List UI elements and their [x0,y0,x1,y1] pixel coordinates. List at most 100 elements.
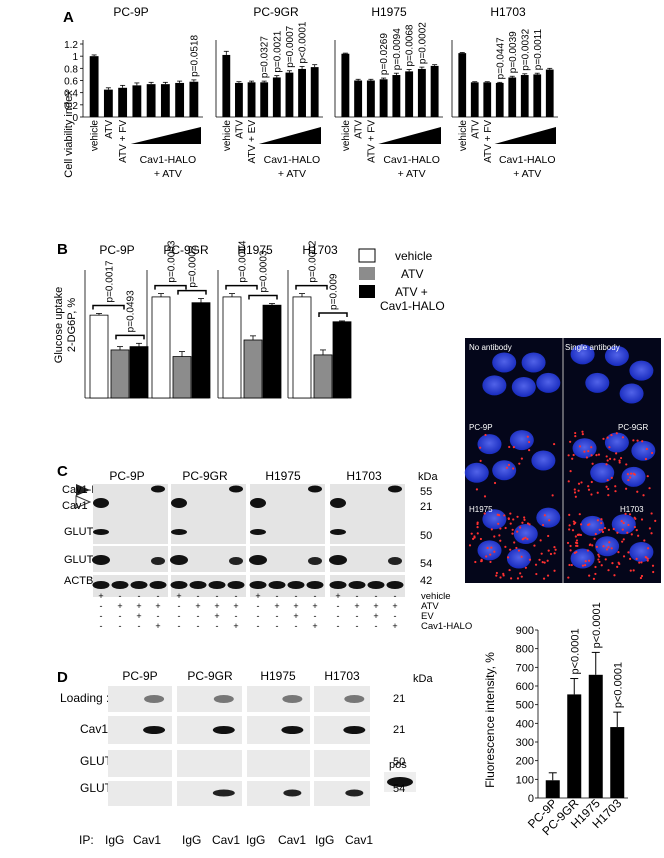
panel-e-ytick: 900 [516,625,534,637]
pla-signal-dot [506,556,510,559]
pla-signal-dot [509,548,512,551]
panel-a-cav-label-2: + ATV [154,168,182,180]
pla-signal-dot [600,521,603,525]
pla-signal-dot [523,518,526,521]
band-cav1 [250,498,266,508]
panel-a-bar [222,54,231,117]
pla-signal-dot [638,561,641,564]
panel-c-kda-value: 55 [420,486,432,498]
pla-signal-dot [542,577,546,580]
pla-signal-dot [622,538,625,541]
pla-signal-dot [515,546,518,550]
pla-signal-dot [654,519,657,522]
pla-signal-dot [590,446,593,449]
panel-c-sign: + [195,601,200,611]
panel-b-bracket-1 [225,284,258,290]
panel-c-sign: - [157,611,160,621]
pla-signal-dot [632,472,635,475]
panel-c-sign: + [293,601,298,611]
panel-c-sign: + [136,601,141,611]
panel-c-sign: - [356,621,359,631]
panel-c-sign: - [295,591,298,601]
panel-c-sign: - [138,591,141,601]
panel-d-ip-lane: IgG [246,833,265,847]
pla-signal-dot [483,495,487,498]
band-glut3 [92,555,110,565]
panel-a-pvalue: p=0.0032 [520,28,531,70]
panel-c-row-label: Cav1 [62,500,88,512]
nucleus [464,462,489,483]
panel-e-chart: Fluorescence intensity, % 0 100 200 300 400 5… [483,602,628,838]
panel-c-sign: - [235,611,238,621]
panel-b-ylabel-1: Glucose uptake [53,287,65,363]
pla-signal-dot [630,533,633,536]
pla-signal-dot [484,433,487,437]
panel-b-bracket-1 [92,304,125,310]
panel-a-pvalue: p<0.0001 [298,21,309,63]
panel-a-pvalue: p=0.0011 [533,29,544,71]
pla-signal-dot [476,526,479,529]
panel-c-sign: - [216,591,219,601]
pla-signal-dot [507,517,510,521]
pla-signal-dot [621,528,624,531]
pla-signal-dot [571,529,575,532]
panel-c-sign: - [276,621,279,631]
band-actb [189,581,207,589]
panel-a-category: ATV [354,120,365,139]
panel-a-cav-label-2: + ATV [513,168,541,180]
nucleus [492,460,517,481]
panel-c-sign: - [100,601,103,611]
panel-a-bar [298,68,306,117]
pla-signal-dot [546,574,550,577]
panel-c-kda-value: 42 [420,575,432,587]
band-actb [386,581,404,589]
pla-signal-dot [538,558,541,561]
pla-signal-dot [607,546,610,549]
pla-signal-dot [605,548,609,551]
pla-signal-dot [590,454,593,457]
pla-signal-dot [590,493,593,496]
pla-signal-dot [606,436,609,439]
pla-signal-dot [641,440,644,443]
panel-c-sign: - [295,621,298,631]
pla-signal-dot [600,564,603,567]
pla-signal-dot [597,558,600,561]
pla-signal-dot [486,546,489,550]
pla-signal-dot [533,544,536,547]
pla-signal-dot [499,527,502,530]
pla-signal-dot [616,531,619,534]
pla-signal-dot [603,527,607,530]
panel-c-sign: + [136,611,141,621]
panel-c-sign: - [394,611,397,621]
panel-c-sign: + [274,601,279,611]
pla-signal-dot [573,488,576,491]
pla-signal-dot [634,517,637,520]
pla-signal-dot [520,555,523,558]
pla-signal-dot [598,555,601,558]
pla-signal-dot [627,523,630,527]
pla-signal-dot [626,531,629,534]
panel-e-ytick: 800 [516,644,534,656]
panel-a-bar [146,84,156,117]
pla-signal-dot [597,453,601,456]
pla-signal-dot [528,523,531,526]
pla-signal-dot [629,557,632,560]
panel-c-sign: - [178,621,181,631]
blot-membrane [330,575,405,597]
nucleus [572,438,597,459]
nucleus [477,434,502,455]
panel-c-sign: - [257,621,260,631]
panel-b-bar [332,321,352,399]
pla-signal-dot [511,532,514,535]
panel-a-bar [132,85,142,117]
band-loading-cav1 [282,695,303,703]
micrograph-label: H1703 [620,505,644,514]
panel-a-bar [430,65,439,117]
pla-signal-dot [476,521,479,524]
pla-signal-dot [543,514,546,517]
band-glut3 [229,557,243,565]
pla-signal-dot [574,535,577,538]
pla-signal-dot [476,532,479,535]
blot-membrane [171,575,246,597]
pla-signal-dot [497,522,500,525]
